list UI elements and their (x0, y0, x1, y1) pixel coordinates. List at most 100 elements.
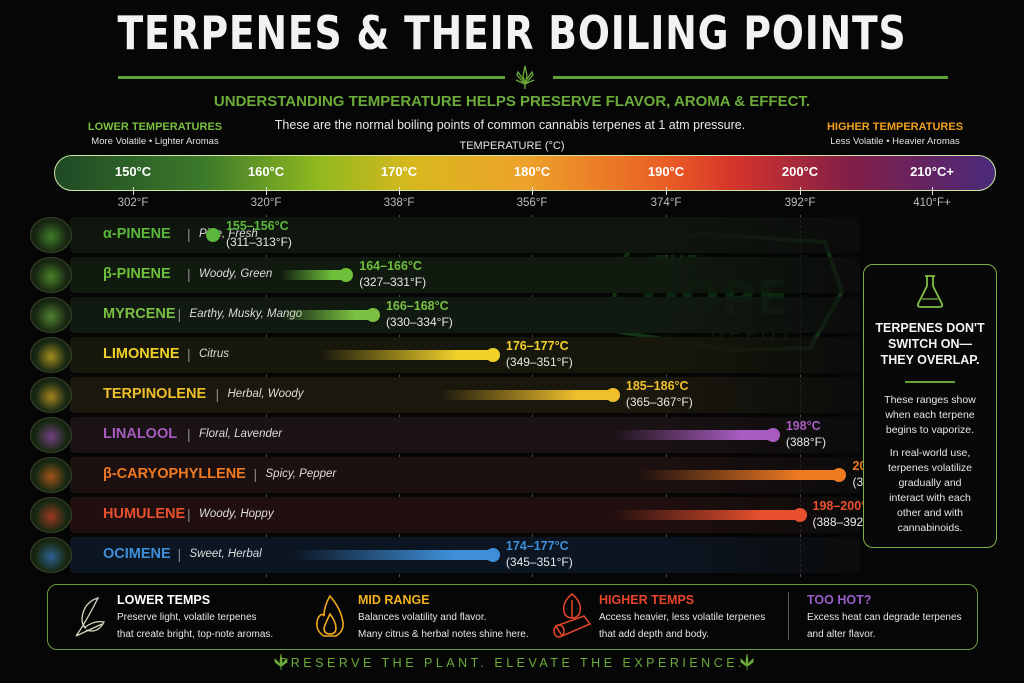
axis-title: TEMPERATURE (°C) (459, 140, 565, 152)
title-divider-left (118, 76, 505, 79)
boiling-point-marker (792, 508, 807, 522)
boiling-point-celsius: 164–166°C (359, 259, 422, 273)
axis-tick-mark (932, 187, 933, 195)
terpene-name: β-PINENE (103, 266, 171, 282)
terpene-aroma: Earthy, Musky, Mango (189, 308, 303, 320)
axis-tick-celsius: 210°C+ (910, 164, 954, 179)
boiling-range-bar (439, 390, 613, 400)
separator: | (187, 266, 191, 282)
legend-divider (788, 592, 789, 640)
terpene-row (70, 257, 860, 293)
legend-higher-text-2: that add depth and body. (599, 629, 709, 640)
axis-tick-fahrenheit: 302°F (117, 197, 149, 209)
axis-tick-fahrenheit: 320°F (250, 197, 282, 209)
boiling-point-marker (605, 388, 620, 402)
terpene-thumbnail (30, 457, 72, 493)
cannabis-leaf-icon (515, 65, 535, 89)
axis-tick-fahrenheit: 356°F (516, 197, 548, 209)
terpene-name: β-CARYOPHYLLENE (103, 466, 246, 482)
separator: | (187, 506, 191, 522)
boiling-point-marker (365, 308, 380, 322)
axis-tick-mark (532, 187, 533, 195)
terpene-aroma: Woody, Green (199, 268, 273, 280)
overlap-info-card (863, 264, 997, 548)
overlap-card-text-2: In real-world use, terpenes volatilize g… (887, 447, 973, 534)
terpene-name: TERPINOLENE (103, 386, 207, 402)
legend-mid-text-2: Many citrus & herbal notes shine here. (358, 629, 529, 640)
legend-mid-text-1: Balances volatility and flavor. (358, 612, 487, 623)
axis-tick-celsius: 180°C (513, 164, 551, 179)
boiling-point-fahrenheit: (345–351°F) (505, 555, 573, 569)
boiling-range-bar (612, 510, 800, 520)
legend-toohot-title: TOO HOT? (807, 593, 872, 607)
boiling-point-fahrenheit: (311–313°F) (225, 235, 292, 249)
page-title: TERPENES & THEIR BOILING POINTS (117, 6, 907, 60)
legend-lower-text-1: Preserve light, volatile terpenes (117, 612, 257, 623)
boiling-point-celsius: 185–186°C (625, 379, 689, 393)
terpene-name: MYRCENE (103, 306, 176, 322)
terpene-name: α-PINENE (103, 226, 171, 242)
legend-higher-title: HIGHER TEMPS (599, 593, 695, 607)
log-icon (553, 593, 592, 638)
legend-higher-text-1: Access heavier, less volatile terpenes (599, 612, 766, 623)
terpene-aroma: Woody, Hoppy (199, 508, 274, 520)
terpene-thumbnail (30, 217, 72, 253)
axis-tick-celsius: 200°C (781, 164, 819, 179)
boiling-point-fahrenheit: (388°F) (785, 435, 826, 449)
terpene-thumbnail (30, 377, 72, 413)
boiling-range-bar (639, 470, 840, 480)
boiling-point-marker (205, 228, 220, 242)
subtitle: UNDERSTANDING TEMPERATURE HELPS PRESERVE… (213, 93, 811, 110)
terpene-aroma: Sweet, Herbal (189, 548, 262, 560)
axis-tick-mark (133, 187, 134, 195)
title-divider-right (553, 76, 948, 79)
boiling-range-bar (292, 550, 493, 560)
terpene-thumbnail (30, 297, 72, 333)
terpene-thumbnail (30, 537, 72, 573)
boiling-range-bar (319, 350, 493, 360)
lower-temps-label: LOWER TEMPERATURES (87, 121, 223, 133)
boiling-point-celsius: 198°C (785, 419, 821, 433)
separator: | (187, 226, 191, 242)
terpene-aroma: Spicy, Pepper (265, 468, 337, 480)
flask-icon (916, 275, 944, 308)
boiling-range-bar (280, 270, 347, 280)
terpene-row (70, 297, 860, 333)
axis-tick-fahrenheit: 410°F+ (913, 197, 951, 209)
separator: | (187, 346, 191, 362)
boiling-point-celsius: 198–200°C (812, 499, 876, 513)
overlap-card-title: TERPENES DON'T SWITCH ON— THEY OVERLAP. (875, 321, 985, 367)
temperature-gradient-bar (54, 155, 996, 191)
footer-tagline: PRESERVE THE PLANT. ELEVATE THE EXPERIEN… (278, 656, 746, 670)
terpene-thumbnail (30, 417, 72, 453)
terpene-name: LIMONENE (103, 346, 180, 362)
boiling-point-marker (485, 548, 500, 562)
higher-temps-sub: Less Volatile • Heavier Aromas (830, 136, 960, 147)
terpene-thumbnail (30, 257, 72, 293)
overlap-card-divider (905, 381, 955, 383)
axis-tick-mark (399, 187, 400, 195)
terpene-aroma: Herbal, Woody (227, 388, 304, 400)
axis-tick-fahrenheit: 338°F (383, 197, 415, 209)
cannabis-leaf-icon-right (740, 653, 754, 670)
terpene-aroma: Citrus (199, 348, 230, 360)
boiling-point-marker (485, 348, 500, 362)
overlap-card-text-1: These ranges show when each terpene begi… (884, 394, 976, 436)
separator: | (187, 426, 191, 442)
boiling-point-fahrenheit: (349–351°F) (505, 355, 573, 369)
axis-tick-mark (800, 187, 801, 195)
legend-toohot-text-1: Excess heat can degrade terpenes (807, 612, 962, 623)
terpene-row (70, 217, 860, 253)
boiling-point-celsius: 176–177°C (505, 339, 569, 353)
axis-tick-mark (666, 187, 667, 195)
terpene-thumbnail (30, 497, 72, 533)
cannabis-leaf-icon-left (274, 653, 288, 670)
axis-tick-celsius: 160°C (247, 164, 285, 179)
axis-tick-celsius: 170°C (380, 164, 418, 179)
terpene-thumbnail (30, 337, 72, 373)
boiling-point-fahrenheit: (327–331°F) (359, 275, 427, 289)
higher-temps-label: HIGHER TEMPERATURES (826, 121, 964, 133)
terpene-name: OCIMENE (103, 546, 171, 562)
separator: | (215, 386, 220, 402)
separator: | (253, 466, 258, 482)
